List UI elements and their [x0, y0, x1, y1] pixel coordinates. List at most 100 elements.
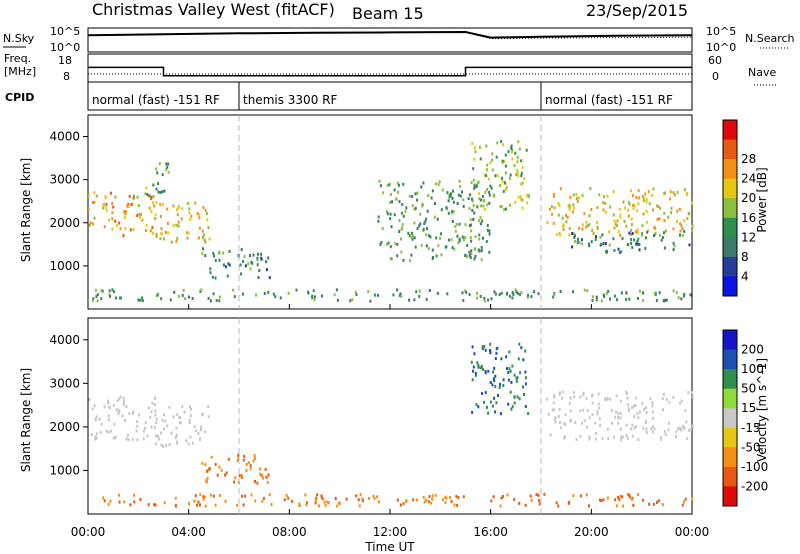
heatmap-cell: [490, 297, 493, 301]
heatmap-cell: [320, 496, 323, 500]
heatmap-cell: [136, 214, 139, 217]
heatmap-cell: [108, 406, 111, 410]
heatmap-cell: [547, 412, 550, 416]
heatmap-cell: [664, 298, 666, 302]
heatmap-cell: [162, 444, 165, 448]
heatmap-cell: [622, 200, 625, 204]
heatmap-cell: [500, 140, 503, 143]
heatmap-cell: [636, 493, 639, 497]
heatmap-cell: [103, 225, 106, 229]
heatmap-cell: [354, 290, 357, 294]
heatmap-cell: [441, 188, 444, 192]
heatmap-cell: [176, 208, 178, 212]
heatmap-cell: [516, 159, 519, 163]
heatmap-cell: [202, 498, 205, 501]
heatmap-cell: [683, 229, 686, 233]
heatmap-cell: [413, 221, 416, 225]
heatmap-cell: [520, 171, 523, 175]
heatmap-cell: [122, 234, 125, 238]
heatmap-cell: [684, 497, 687, 501]
heatmap-cell: [479, 198, 482, 202]
heatmap-cell: [197, 213, 200, 217]
heatmap-cell: [91, 407, 94, 411]
heatmap-cell: [456, 202, 459, 205]
heatmap-cell: [617, 247, 620, 251]
heatmap-cell: [504, 171, 507, 175]
heatmap-cell: [616, 219, 619, 223]
heatmap-cell: [642, 199, 645, 203]
heatmap-cell: [625, 423, 628, 427]
heatmap-cell: [485, 174, 488, 178]
heatmap-cell: [177, 295, 180, 298]
heatmap-cell: [114, 195, 117, 199]
heatmap-cell: [574, 234, 576, 238]
colorbar-swatch: [723, 408, 737, 429]
heatmap-cell: [119, 227, 122, 231]
heatmap-cell: [451, 196, 454, 200]
heatmap-cell: [145, 223, 148, 227]
heatmap-cell: [268, 276, 271, 280]
heatmap-cell: [157, 190, 160, 194]
heatmap-cell: [625, 224, 628, 228]
heatmap-cell: [194, 201, 197, 205]
heatmap-cell: [626, 436, 629, 440]
colorbar-swatch: [723, 237, 737, 258]
heatmap-cell: [389, 193, 392, 196]
heatmap-cell: [503, 208, 506, 212]
heatmap-cell: [474, 235, 477, 239]
heatmap-cell: [515, 290, 518, 294]
heatmap-cell: [555, 501, 558, 505]
heatmap-cell: [404, 209, 407, 213]
heatmap-cell: [188, 502, 190, 506]
heatmap-cell: [104, 205, 107, 209]
heatmap-cell: [456, 234, 459, 238]
heatmap-cell: [512, 292, 515, 296]
heatmap-cell: [639, 410, 641, 414]
velocity-heatmap: [88, 318, 694, 514]
heatmap-cell: [474, 373, 477, 377]
heatmap-cell: [518, 342, 521, 346]
heatmap-cell: [355, 293, 358, 297]
heatmap-cell: [322, 497, 325, 501]
heatmap-cell: [642, 212, 645, 216]
heatmap-cell: [138, 298, 141, 302]
heatmap-cell: [645, 406, 647, 410]
station-title: Christmas Valley West (fitACF): [92, 0, 335, 19]
colorbar-tick-label: -200: [741, 479, 768, 493]
heatmap-cell: [533, 290, 535, 294]
heatmap-cell: [139, 216, 142, 219]
heatmap-cell: [516, 171, 519, 175]
heatmap-cell: [245, 462, 248, 466]
heatmap-cell: [681, 424, 684, 428]
heatmap-cell: [124, 210, 127, 213]
heatmap-cell: [680, 399, 683, 403]
heatmap-cell: [641, 195, 644, 198]
y-tick-label: 2000: [49, 420, 80, 434]
heatmap-cell: [602, 498, 605, 502]
heatmap-cell: [176, 236, 179, 240]
heatmap-cell: [315, 496, 318, 500]
heatmap-cell: [566, 215, 569, 219]
heatmap-cell: [457, 193, 460, 197]
heatmap-cell: [172, 204, 175, 208]
heatmap-cell: [635, 196, 638, 199]
heatmap-cell: [621, 435, 624, 439]
colorbar-tick-label: 16: [741, 211, 756, 225]
colorbar-tick-label: -100: [741, 460, 768, 474]
heatmap-cell: [440, 232, 442, 236]
heatmap-cell: [485, 168, 488, 172]
heatmap-cell: [162, 413, 165, 417]
heatmap-cell: [151, 401, 154, 405]
heatmap-cell: [572, 203, 575, 207]
heatmap-cell: [359, 493, 362, 497]
heatmap-cell: [600, 299, 603, 303]
heatmap-cell: [274, 295, 277, 299]
heatmap-cell: [561, 396, 563, 400]
heatmap-cell: [257, 276, 260, 279]
heatmap-cell: [198, 236, 200, 240]
heatmap-cell: [616, 224, 618, 228]
heatmap-cell: [601, 437, 604, 441]
heatmap-cell: [307, 290, 310, 294]
heatmap-cell: [680, 428, 683, 432]
